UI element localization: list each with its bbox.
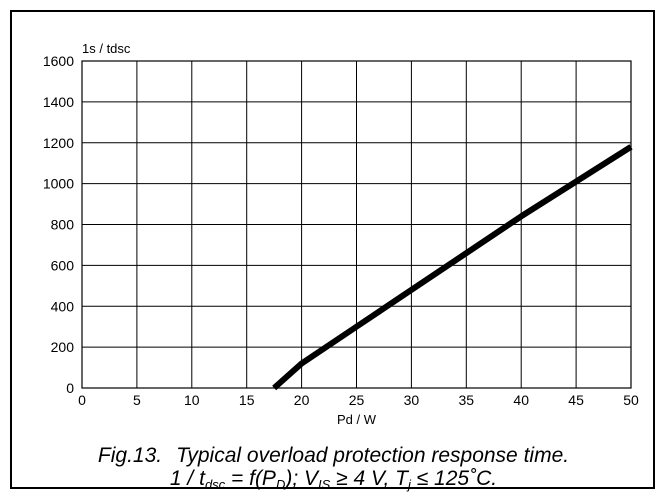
caption-formula-subscript: IS	[318, 477, 331, 492]
x-tick-label: 40	[513, 392, 529, 408]
x-tick-label: 10	[184, 392, 200, 408]
x-tick-label: 25	[349, 392, 365, 408]
figure-caption-line-2: 1 / tdsc = f(PD); VIS ≥ 4 V, Tj ≤ 125˚C.	[12, 467, 655, 496]
y-tick-label: 1000	[43, 176, 74, 192]
caption-formula-part: ≤ 125˚C.	[410, 467, 498, 490]
series-group	[272, 144, 633, 391]
x-tick-label: 45	[568, 392, 584, 408]
caption-formula-subscript: D	[275, 477, 286, 492]
x-tick-label: 20	[294, 392, 310, 408]
x-tick-label: 50	[623, 392, 639, 408]
y-tick-label: 1400	[43, 94, 74, 110]
caption-formula-subscript: j	[407, 477, 411, 492]
caption-formula-part: ); V	[285, 467, 319, 490]
caption-formula-part: 1 / t	[169, 467, 205, 490]
x-tick-label: 30	[404, 392, 420, 408]
x-tick-label: 5	[133, 392, 141, 408]
figure-number: Fig.13.	[97, 444, 163, 467]
grid	[81, 60, 632, 389]
caption-formula-part: = f(P	[225, 467, 276, 490]
series-line	[272, 144, 633, 391]
x-tick-label: 0	[78, 392, 86, 408]
x-tick-label: 35	[459, 392, 475, 408]
y-axis-label: 1s / tdsc	[82, 41, 131, 56]
y-tick-label: 200	[51, 339, 75, 355]
x-axis-label: Pd / W	[337, 412, 377, 427]
y-tick-label: 600	[51, 257, 75, 273]
y-tick-label: 400	[51, 298, 75, 314]
y-tick-label: 1600	[43, 53, 74, 69]
y-tick-label: 800	[51, 217, 75, 233]
x-tick-labels: 0 5 10 15 20 25 30 35 40 45 50	[78, 392, 639, 408]
caption-formula-part: ≥ 4 V, T	[330, 467, 408, 490]
y-tick-label: 1200	[43, 135, 74, 151]
figure-caption-text: Typical overload protection response tim…	[176, 444, 570, 467]
figure-caption-line-1: Fig.13. Typical overload protection respo…	[12, 444, 655, 467]
plot-border	[81, 60, 632, 389]
figure-frame	[10, 10, 655, 489]
y-tick-labels: 0 200 400 600 800 1000 1200 1400 1600	[43, 53, 74, 396]
caption-formula-subscript: dsc	[204, 477, 226, 492]
y-tick-label: 0	[66, 380, 74, 396]
x-tick-label: 15	[239, 392, 255, 408]
